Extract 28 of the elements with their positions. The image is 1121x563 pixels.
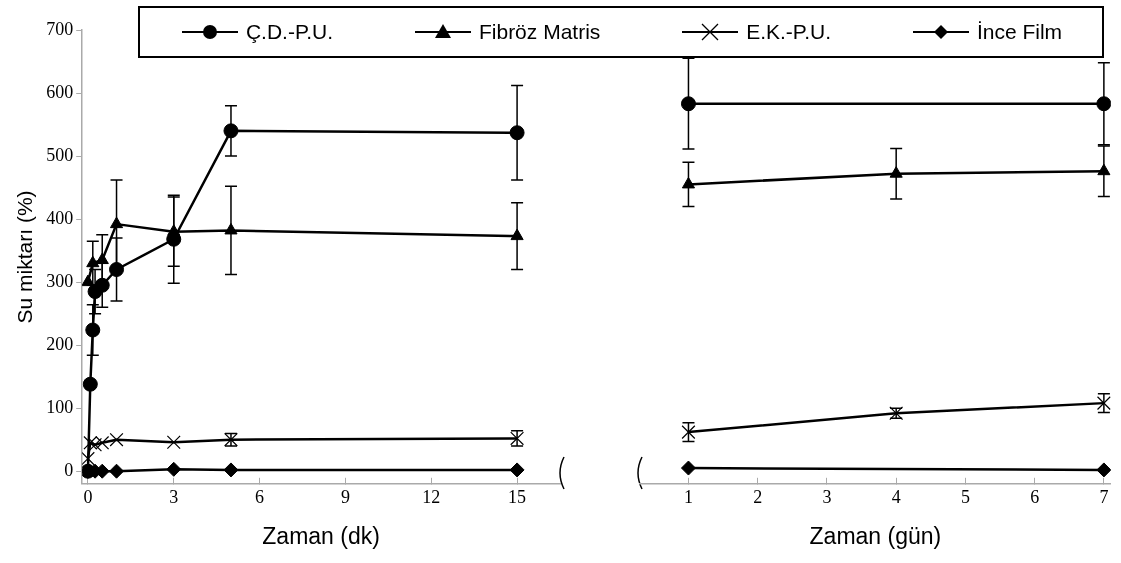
y-tick-label: 200 <box>46 333 74 354</box>
x-tick-label: 5 <box>960 487 970 508</box>
x-tick-label: 3 <box>822 487 832 508</box>
legend-label: Fibröz Matris <box>478 20 601 44</box>
x-tick-label: 7 <box>1099 487 1109 508</box>
legend-label: Ç.D.-P.U. <box>245 20 334 44</box>
x-axis-title: Zaman (gün) <box>809 522 942 549</box>
x-tick-label: 9 <box>340 487 350 508</box>
y-tick-label: 300 <box>46 270 74 291</box>
y-tick-label: 100 <box>46 396 74 417</box>
x-tick-label: 15 <box>508 487 527 508</box>
legend-label: İnce Film <box>976 20 1063 44</box>
y-tick-label: 700 <box>46 18 74 39</box>
x-tick-label: 1 <box>683 487 693 508</box>
x-tick-label: 6 <box>255 487 265 508</box>
x-tick-label: 4 <box>891 487 901 508</box>
x-tick-label: 0 <box>83 487 93 508</box>
x-tick-label: 12 <box>422 487 441 508</box>
x-axis-title: Zaman (dk) <box>262 522 380 549</box>
x-tick-label: 3 <box>169 487 179 508</box>
y-tick-label: 0 <box>64 459 74 480</box>
y-tick-label: 600 <box>46 81 74 102</box>
y-tick-label: 500 <box>46 144 74 165</box>
x-tick-label: 6 <box>1030 487 1040 508</box>
y-axis-title: Su miktarı (%) <box>13 190 37 324</box>
legend-label: E.K.-P.U. <box>746 20 831 44</box>
y-tick-label: 400 <box>46 207 74 228</box>
x-tick-label: 2 <box>753 487 763 508</box>
